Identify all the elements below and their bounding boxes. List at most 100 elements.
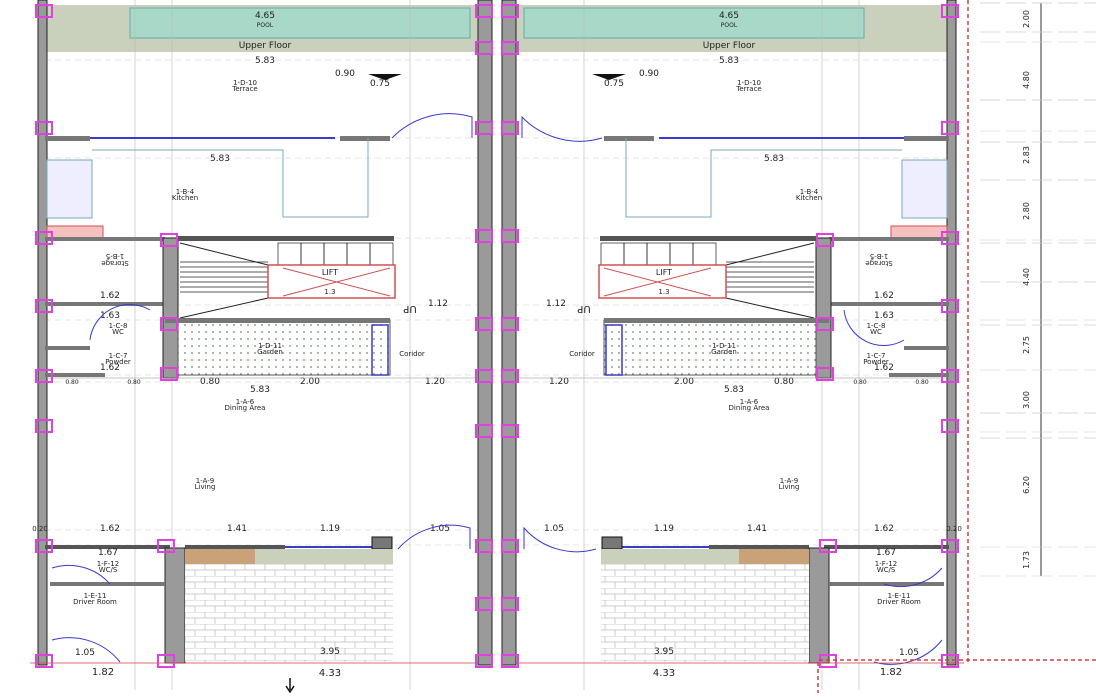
wall	[45, 237, 165, 241]
room-label-garden: Garden	[257, 348, 283, 356]
door-swing	[391, 113, 473, 139]
wall	[829, 302, 949, 306]
kitchen-counter	[901, 159, 948, 219]
column-marker	[35, 231, 53, 245]
dim-label: 1.41	[227, 524, 247, 534]
room-label-wc: WC	[870, 328, 882, 336]
kitchen-island	[92, 138, 369, 218]
planter	[739, 549, 809, 564]
stair-step	[692, 242, 717, 266]
center-wall	[477, 0, 493, 666]
room-label-dining: Dining Area	[729, 404, 770, 412]
stair-wall	[162, 237, 179, 379]
room-label-corridor: Coridor	[569, 350, 595, 358]
dim-label: 3.95	[654, 647, 674, 657]
door-swing	[521, 115, 603, 142]
room-label-kitchen: Kitchen	[796, 194, 822, 202]
dim-label: 1.62	[874, 291, 894, 301]
wall	[604, 318, 829, 323]
column-marker	[475, 317, 493, 331]
dim-label: 1.62	[874, 524, 894, 534]
dim-label: 4.33	[653, 668, 675, 679]
dim-label: 1.62	[874, 363, 894, 373]
door-swing	[873, 639, 943, 665]
dim-label: 1.05	[544, 524, 564, 534]
planter	[601, 549, 739, 564]
door-swing	[883, 567, 943, 588]
dim-label: 4.33	[319, 668, 341, 679]
door-swing	[843, 309, 905, 346]
stair-step	[623, 242, 648, 266]
room-code: 1-D-11	[712, 342, 736, 350]
wall	[829, 237, 949, 241]
dim-label: 0.80	[200, 377, 220, 387]
column-marker	[475, 4, 493, 18]
room-code: 1-B-5	[870, 252, 889, 260]
room-code: 1-A-9	[780, 477, 798, 485]
wall	[45, 302, 165, 306]
garden-door	[371, 324, 389, 376]
room-label-driver-room: Driver Room	[877, 598, 921, 606]
column-marker	[816, 233, 834, 247]
column-marker	[816, 367, 834, 381]
upper-floor-label: Upper Floor	[239, 41, 292, 51]
wall	[45, 545, 170, 549]
slope-arrow-icon	[368, 74, 402, 80]
column-marker	[941, 539, 959, 553]
garden-door	[605, 324, 623, 376]
column-marker	[501, 41, 519, 55]
garden	[603, 319, 817, 376]
side-dimension-label: 2.00	[1022, 10, 1031, 28]
room-label-wcs: WC/S	[99, 566, 118, 574]
room-label-storage: Storage	[865, 259, 892, 267]
room-label-powder: Powder	[105, 358, 131, 366]
column-marker	[35, 4, 53, 18]
planter	[255, 549, 393, 564]
dim-label: 5.83	[255, 56, 275, 66]
dim-label: 1.62	[100, 363, 120, 373]
wall	[808, 547, 830, 664]
room-code: 1-B-4	[800, 188, 819, 196]
level-label: 0.75	[604, 79, 624, 89]
wall	[50, 582, 165, 586]
room-label-living: Living	[195, 483, 216, 491]
wall	[604, 136, 654, 141]
room-code: 1-D-10	[737, 79, 761, 87]
wall	[165, 318, 390, 323]
column-marker	[475, 597, 493, 611]
door-swing	[51, 637, 121, 663]
column-marker	[160, 367, 178, 381]
room-label-terrace: Terrace	[735, 85, 761, 93]
outer-wall	[37, 0, 48, 666]
garden	[177, 319, 391, 376]
column-marker	[35, 419, 53, 433]
window	[285, 546, 375, 548]
dim-label: 1.41	[747, 524, 767, 534]
column-marker	[35, 654, 53, 668]
kitchen-island	[625, 138, 902, 218]
stair-step	[669, 242, 694, 266]
column-marker	[475, 539, 493, 553]
lift-shaft	[267, 264, 396, 299]
door-swing	[523, 526, 597, 553]
room-code: 1-A-6	[740, 398, 759, 406]
dim-label: 0.20	[32, 525, 48, 533]
stair-step	[300, 242, 325, 266]
stair-wall	[815, 237, 832, 379]
north-arrow-icon	[285, 678, 295, 694]
dim-label: 5.83	[719, 56, 739, 66]
stair-up-label: UP	[403, 303, 416, 314]
lift-label: LIFT	[656, 268, 672, 277]
dim-label: 1.63	[874, 311, 894, 321]
column-marker	[941, 299, 959, 313]
column-marker	[501, 424, 519, 438]
dim-label: 3.95	[320, 647, 340, 657]
dim-label: 1.82	[92, 667, 114, 678]
room-label-kitchen: Kitchen	[172, 194, 198, 202]
wall	[824, 545, 949, 549]
dim-label: 5.83	[210, 154, 230, 164]
pool-dim: 4.65	[255, 11, 275, 21]
column-marker	[941, 4, 959, 18]
wall	[904, 136, 949, 141]
wall	[601, 536, 623, 550]
